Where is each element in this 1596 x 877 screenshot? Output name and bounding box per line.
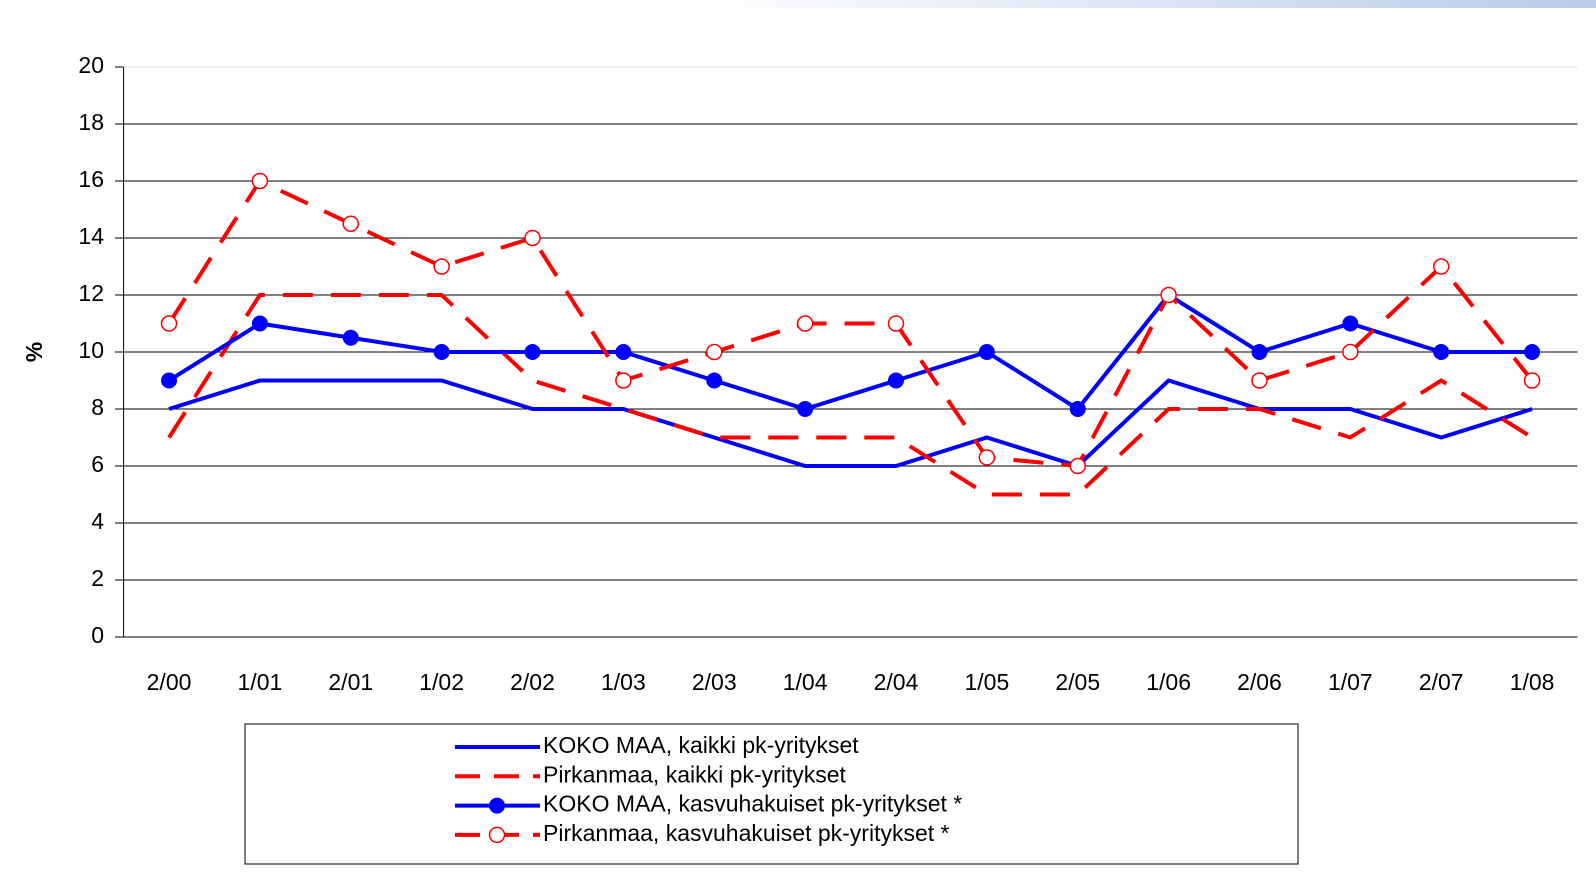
point [342,215,360,232]
point [796,315,814,332]
point [251,315,268,332]
point [978,344,995,360]
point [1069,401,1086,417]
y-axis-label: % [21,342,47,362]
series-line [167,292,1533,412]
point [1251,344,1268,360]
point [1433,344,1450,360]
point [797,401,814,417]
y-tick-label: 16 [78,166,104,192]
point [433,258,450,275]
series-line [167,178,1534,469]
point [1251,372,1268,389]
y-tick-label: 4 [91,508,104,534]
point [1069,457,1086,475]
point [1524,344,1541,360]
point [887,372,904,389]
series-line [167,293,1534,497]
point [615,344,632,360]
y-tick-label: 10 [78,337,104,363]
x-tick-label: 1/08 [1510,669,1555,695]
point [706,372,723,389]
x-tick-label: 2/05 [1055,669,1100,695]
point [615,372,632,389]
y-tick-label: 0 [91,622,104,648]
point [1342,315,1359,332]
decor-band [700,0,1596,8]
legend-label: Pirkanmaa, kasvuhakuiset pk-yritykset * [543,820,950,846]
x-tick-label: 1/06 [1146,669,1191,695]
x-tick-label: 2/02 [510,669,555,695]
y-tick-label: 2 [91,565,104,591]
x-tick-label: 1/02 [419,669,464,695]
point [1523,372,1541,389]
y-tick-label: 14 [78,223,104,249]
legend-marker [489,797,505,814]
point [251,172,269,190]
legend-label: KOKO MAA, kaikki pk-yritykset [543,732,859,758]
x-tick-label: 2/06 [1237,669,1282,695]
point [978,449,996,466]
point [1342,343,1359,361]
point [160,315,178,332]
y-tick-label: 20 [78,52,104,78]
point [433,344,450,360]
legend-box [244,723,1299,865]
point [887,315,905,332]
legend-label: KOKO MAA, kasvuhakuiset pk-yritykset * [543,791,962,817]
x-tick-label: 2/01 [328,669,373,695]
x-tick-label: 1/03 [601,669,646,695]
legend-marker [488,826,506,844]
point [1432,258,1450,275]
point [161,372,178,389]
x-tick-label: 2/04 [874,669,919,695]
point [1160,286,1177,304]
x-tick-label: 1/05 [964,669,1009,695]
point [342,329,359,346]
x-tick-label: 2/07 [1419,669,1464,695]
x-tick-label: 2/00 [147,669,192,695]
point [524,229,541,247]
x-tick-label: 2/03 [692,669,737,695]
series-line [168,378,1533,469]
y-tick-label: 18 [78,109,104,135]
x-tick-label: 1/04 [783,669,828,695]
legend-label: Pirkanmaa, kaikki pk-yritykset [543,761,847,787]
x-tick-label: 1/07 [1328,669,1373,695]
y-tick-label: 6 [91,451,104,477]
x-tick-label: 1/01 [238,669,283,695]
point [706,343,723,361]
y-tick-label: 12 [78,280,104,306]
point [524,344,541,360]
y-tick-label: 8 [91,394,104,420]
